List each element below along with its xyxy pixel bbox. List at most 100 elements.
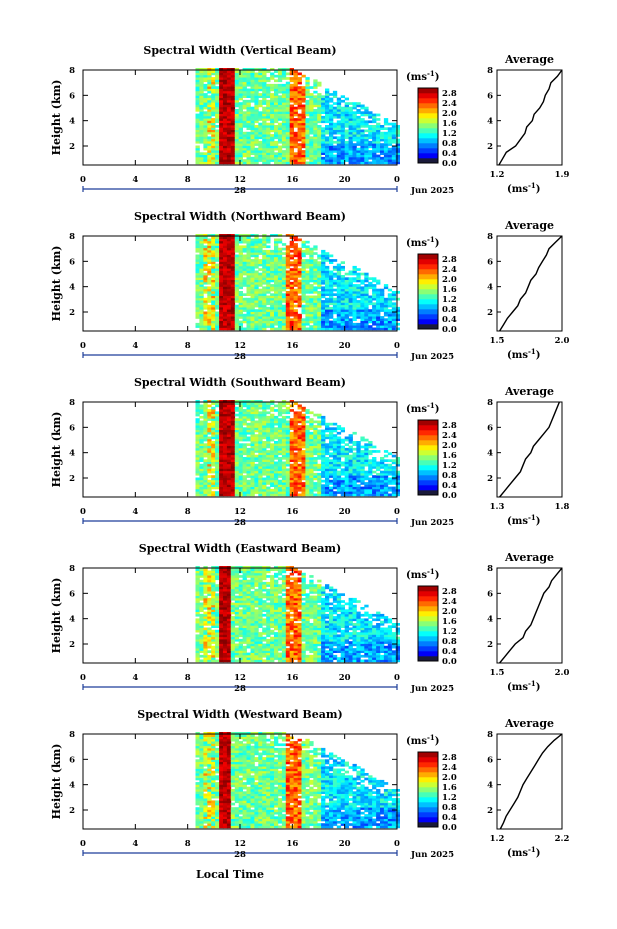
heatmap-cell	[230, 482, 236, 485]
heatmap-cell	[293, 279, 298, 283]
heatmap-cell	[238, 90, 243, 94]
heatmap-cell	[301, 129, 306, 133]
heatmap-cell	[246, 277, 251, 280]
heatmap-cell	[325, 284, 330, 287]
heatmap-cell	[242, 452, 247, 456]
heatmap-cell	[258, 302, 263, 306]
heatmap-cell	[372, 293, 377, 296]
heatmap-cell	[317, 261, 322, 264]
heatmap-cell	[281, 429, 287, 433]
heatmap-cell	[246, 95, 251, 98]
colorbar-frame	[417, 87, 439, 164]
heatmap-cell	[226, 86, 232, 89]
heatmap-cell	[281, 83, 287, 87]
heatmap-cell	[352, 265, 357, 269]
heatmap-cell	[376, 320, 381, 324]
heatmap-cell	[211, 309, 216, 312]
heatmap-cell	[305, 249, 310, 253]
heatmap-cell	[195, 295, 200, 299]
heatmap-cell	[230, 288, 236, 292]
heatmap-cell	[352, 447, 357, 451]
heatmap-cell	[321, 279, 326, 283]
heatmap-cell	[266, 256, 271, 260]
heatmap-cell	[203, 115, 208, 119]
heatmap-cell	[223, 275, 228, 278]
heatmap-cell	[277, 320, 283, 324]
heatmap-cell	[329, 97, 334, 101]
heatmap-cell	[250, 316, 255, 319]
heatmap-cell	[215, 131, 220, 135]
heatmap-cell	[274, 238, 279, 242]
heatmap-cell	[195, 418, 200, 421]
heatmap-cell	[234, 454, 240, 458]
heatmap-cell	[336, 482, 342, 485]
heatmap-cell	[207, 254, 212, 258]
heatmap-cell	[277, 113, 283, 117]
heatmap-cell	[195, 102, 200, 105]
heatmap-cell	[199, 472, 204, 476]
heatmap-cell	[313, 306, 318, 310]
heatmap-cell	[254, 402, 259, 405]
heatmap-cell	[262, 106, 267, 110]
heatmap-cell	[226, 311, 232, 315]
heatmap-cell	[250, 297, 255, 301]
heatmap-cell	[277, 281, 283, 285]
heatmap-cell	[211, 486, 216, 490]
heatmap-cell	[352, 468, 357, 472]
heatmap-cell	[203, 322, 208, 326]
heatmap-cell	[305, 493, 310, 497]
heatmap-cell	[270, 275, 275, 278]
heatmap-cell	[297, 79, 302, 83]
heatmap-cell	[230, 86, 236, 89]
heatmap-cell	[203, 118, 208, 121]
heatmap-cell	[356, 275, 361, 278]
heatmap-cell	[230, 306, 236, 310]
heatmap-cell	[321, 120, 326, 124]
heatmap-cell	[262, 161, 267, 165]
heatmap-cell	[230, 109, 236, 112]
heatmap-cell	[293, 438, 298, 442]
heatmap-cell	[234, 486, 240, 490]
heatmap-cell	[262, 295, 267, 299]
heatmap-cell	[246, 68, 251, 71]
heatmap-cell	[348, 459, 353, 462]
heatmap-cell	[246, 422, 251, 426]
heatmap-cell	[340, 472, 345, 476]
heatmap-cell	[258, 459, 263, 462]
heatmap-cell	[313, 131, 318, 135]
heatmap-cell	[258, 452, 263, 456]
heatmap-cell	[380, 152, 385, 155]
heatmap-cell	[195, 470, 200, 474]
heatmap-cell	[211, 436, 216, 440]
heatmap-cell	[325, 447, 330, 451]
heatmap-cell	[332, 300, 338, 303]
heatmap-cell	[270, 457, 275, 460]
heatmap-cell	[340, 468, 345, 472]
heatmap-cell	[203, 259, 208, 262]
heatmap-cell	[230, 297, 236, 301]
heatmap-cell	[195, 268, 200, 271]
heatmap-cell	[309, 143, 314, 146]
heatmap-cell	[368, 134, 373, 137]
heatmap-cell	[234, 488, 240, 492]
heatmap-cell	[285, 475, 291, 478]
heatmap-cell	[348, 434, 353, 437]
heatmap-cell	[195, 86, 200, 89]
heatmap-cell	[195, 457, 200, 460]
heatmap-cell	[293, 270, 298, 274]
heatmap-cell	[195, 129, 200, 133]
heatmap-cell	[203, 120, 208, 124]
heatmap-cell	[277, 122, 283, 126]
heatmap-cell	[321, 327, 326, 331]
heatmap-cell	[301, 254, 306, 258]
heatmap-cell	[305, 90, 310, 94]
heatmap-cell	[226, 95, 232, 98]
heatmap-cell	[195, 243, 200, 246]
heatmap-cell	[293, 445, 298, 449]
heatmap-cell	[262, 83, 267, 87]
heatmap-cell	[285, 115, 291, 119]
heatmap-cell	[211, 406, 216, 410]
heatmap-cell	[219, 70, 224, 73]
y-axis-label: Height (km)	[50, 246, 63, 322]
heatmap-cell	[309, 115, 314, 119]
